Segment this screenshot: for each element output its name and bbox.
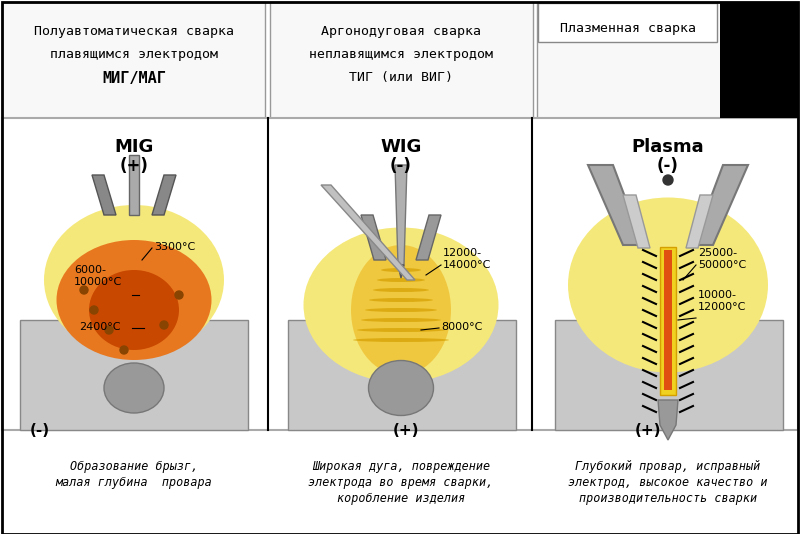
FancyBboxPatch shape	[538, 3, 717, 42]
Text: МИГ/МАГ: МИГ/МАГ	[102, 71, 166, 86]
Text: Аргонодуговая сварка: Аргонодуговая сварка	[321, 25, 481, 38]
Circle shape	[105, 326, 113, 334]
FancyBboxPatch shape	[2, 118, 798, 430]
Polygon shape	[152, 175, 176, 215]
Text: (+): (+)	[119, 157, 149, 175]
FancyBboxPatch shape	[270, 2, 533, 118]
Text: ТИГ (или ВИГ): ТИГ (или ВИГ)	[349, 71, 453, 84]
Circle shape	[120, 346, 128, 354]
FancyBboxPatch shape	[537, 2, 798, 118]
Ellipse shape	[303, 227, 498, 382]
FancyBboxPatch shape	[664, 250, 672, 390]
Text: коробление изделия: коробление изделия	[337, 492, 465, 505]
Text: плавящимся электродом: плавящимся электродом	[50, 48, 218, 61]
Ellipse shape	[369, 360, 434, 415]
Text: Широкая дуга, повреждение: Широкая дуга, повреждение	[312, 460, 490, 473]
Polygon shape	[623, 195, 650, 248]
Circle shape	[175, 291, 183, 299]
Ellipse shape	[365, 308, 437, 312]
Text: 12000-
14000°C: 12000- 14000°C	[443, 248, 491, 270]
Text: Полуавтоматическая сварка: Полуавтоматическая сварка	[34, 25, 234, 38]
FancyBboxPatch shape	[288, 320, 516, 430]
Ellipse shape	[57, 240, 211, 360]
Ellipse shape	[353, 338, 449, 342]
Polygon shape	[361, 215, 386, 260]
Ellipse shape	[351, 245, 451, 375]
Ellipse shape	[361, 318, 441, 322]
Polygon shape	[92, 175, 116, 215]
Ellipse shape	[89, 270, 179, 350]
Text: производительность сварки: производительность сварки	[579, 492, 757, 505]
Text: 2400°C: 2400°C	[79, 322, 121, 332]
Text: 8000°C: 8000°C	[441, 322, 482, 332]
Ellipse shape	[104, 363, 164, 413]
Circle shape	[90, 306, 98, 314]
Text: 6000-
10000°C: 6000- 10000°C	[74, 265, 122, 287]
Text: неплавящимся электродом: неплавящимся электродом	[309, 48, 493, 61]
Ellipse shape	[357, 328, 445, 332]
Text: 10000-
12000°C: 10000- 12000°C	[698, 290, 746, 312]
Text: малая глубина  провара: малая глубина провара	[56, 476, 212, 489]
Text: 25000-
50000°C: 25000- 50000°C	[698, 248, 746, 270]
Polygon shape	[321, 185, 415, 280]
Polygon shape	[398, 265, 404, 278]
Polygon shape	[686, 195, 713, 248]
Text: 3300°C: 3300°C	[154, 242, 195, 252]
Text: MIG: MIG	[114, 138, 154, 156]
Polygon shape	[693, 165, 748, 245]
FancyBboxPatch shape	[555, 320, 783, 430]
Ellipse shape	[44, 205, 224, 355]
Text: (+): (+)	[393, 423, 419, 438]
Ellipse shape	[381, 268, 421, 272]
Text: Plasma: Plasma	[632, 138, 704, 156]
Polygon shape	[395, 165, 407, 265]
Text: (-): (-)	[390, 157, 412, 175]
Ellipse shape	[377, 278, 425, 282]
FancyBboxPatch shape	[129, 155, 139, 215]
Polygon shape	[720, 2, 798, 118]
Ellipse shape	[568, 198, 768, 373]
Text: электрод, высокое качество и: электрод, высокое качество и	[568, 476, 768, 489]
Circle shape	[160, 321, 168, 329]
Text: электрода во время сварки,: электрода во время сварки,	[308, 476, 494, 489]
Circle shape	[663, 175, 673, 185]
FancyBboxPatch shape	[20, 320, 248, 430]
Polygon shape	[588, 165, 643, 245]
Ellipse shape	[369, 298, 433, 302]
Text: Плазменная сварка: Плазменная сварка	[560, 22, 696, 35]
Text: WIG: WIG	[380, 138, 422, 156]
Text: Глубокий провар, исправный: Глубокий провар, исправный	[575, 460, 761, 473]
Polygon shape	[658, 400, 678, 440]
Ellipse shape	[373, 288, 429, 292]
Text: (-): (-)	[657, 157, 679, 175]
Text: Образование брызг,: Образование брызг,	[70, 460, 198, 473]
Circle shape	[80, 286, 88, 294]
Polygon shape	[416, 215, 441, 260]
FancyBboxPatch shape	[660, 247, 676, 395]
Text: (+): (+)	[634, 423, 662, 438]
Text: (-): (-)	[30, 423, 50, 438]
FancyBboxPatch shape	[2, 2, 265, 118]
